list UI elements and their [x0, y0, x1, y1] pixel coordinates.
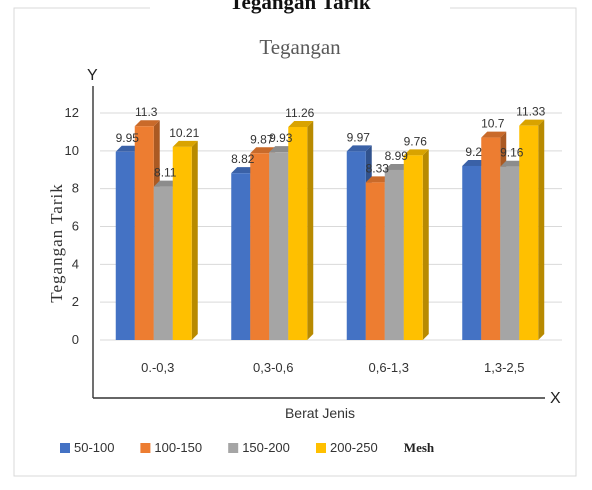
bar [115, 151, 135, 340]
heading-mask [150, 0, 450, 11]
data-label: 9.87 [250, 132, 274, 146]
bar [403, 155, 423, 340]
bar [172, 146, 192, 340]
legend-swatch [228, 443, 239, 453]
bar [481, 137, 501, 340]
y-tick-labels: 0 2 4 6 8 10 12 [65, 105, 79, 347]
data-label: 11.26 [285, 106, 314, 120]
bar-top [250, 147, 276, 154]
legend: 50-100 100-150 150-200 200-250 Mesh [60, 440, 435, 455]
y-tick-label: 8 [72, 181, 79, 196]
bar-top [231, 167, 257, 174]
chart-title: Tegangan [259, 35, 341, 59]
bar-side [307, 120, 314, 340]
bar [269, 152, 289, 340]
data-label: 10.7 [481, 117, 505, 131]
y-axis-label: Tegangan Tarik [47, 183, 66, 302]
y-tick-label: 12 [65, 105, 79, 120]
data-label: 10.21 [169, 126, 199, 140]
category-label: 0,6-1,3 [369, 360, 409, 375]
legend-label: 150-200 [242, 440, 290, 455]
bar-top [346, 145, 372, 152]
bar [134, 126, 154, 340]
category-label: 0,3-0,6 [253, 360, 293, 375]
data-label: 8.11 [154, 166, 177, 180]
bars [115, 119, 545, 340]
y-tick-label: 0 [72, 332, 79, 347]
bar-top [365, 176, 391, 183]
category-labels: 0.-0,3 0,3-0,6 0,6-1,3 1,3-2,5 [141, 360, 524, 375]
cropped-heading: Tegangan Tarik [229, 0, 370, 14]
y-tick-label: 6 [72, 219, 79, 234]
bar-top [481, 131, 507, 138]
data-label: 9.95 [116, 131, 140, 145]
legend-label: 100-150 [154, 440, 202, 455]
data-label: 8.99 [385, 149, 409, 163]
data-label: 9.16 [500, 146, 524, 160]
bar [365, 182, 385, 340]
bar-top [384, 163, 410, 170]
x-axis-label: Berat Jenis [285, 405, 355, 421]
legend-swatch [60, 443, 70, 453]
y-tick-label: 2 [72, 294, 79, 309]
bar-top [115, 145, 141, 152]
bar [462, 165, 482, 340]
data-labels: 9.95 11.3 8.11 10.21 8.82 9.879.93 11.26 9.97 8.… [116, 105, 546, 180]
bar [288, 126, 308, 340]
data-label: 11.33 [516, 105, 545, 119]
bar-top [403, 149, 429, 156]
bar-top [172, 140, 198, 147]
legend-label: 50-100 [74, 440, 114, 455]
data-label: 11.3 [135, 105, 158, 119]
legend-label: 200-250 [330, 440, 378, 455]
bar [500, 166, 520, 340]
data-label: 8.82 [231, 152, 255, 166]
bar-top [153, 180, 179, 187]
bar [384, 169, 404, 340]
bar [153, 186, 173, 340]
category-label: 1,3-2,5 [484, 360, 524, 375]
bar-top [462, 159, 488, 166]
bar-top [288, 120, 314, 127]
bar-side [422, 149, 429, 340]
y-tick-label: 10 [65, 143, 79, 158]
legend-swatch [316, 443, 326, 453]
y-axis-letter: Y [87, 67, 98, 84]
legend-unit: Mesh [404, 440, 435, 455]
bar-top [134, 120, 160, 127]
bar [346, 151, 366, 340]
data-label: 9.93 [269, 131, 293, 145]
x-axis-letter: X [550, 390, 561, 407]
bar-side [538, 119, 545, 340]
bar-side [191, 140, 198, 340]
data-label: 9.76 [404, 134, 428, 148]
data-label: 8.33 [366, 161, 390, 175]
bar-top [269, 146, 295, 153]
legend-swatch [140, 443, 151, 453]
category-label: 0.-0,3 [141, 360, 174, 375]
bar [519, 125, 539, 340]
bar [231, 173, 251, 340]
bar [250, 153, 270, 340]
y-tick-label: 4 [72, 256, 79, 271]
bar-top [519, 119, 545, 126]
data-label: 9.97 [347, 130, 371, 144]
data-label: 9.2 [465, 145, 482, 159]
bar-top [500, 160, 526, 167]
